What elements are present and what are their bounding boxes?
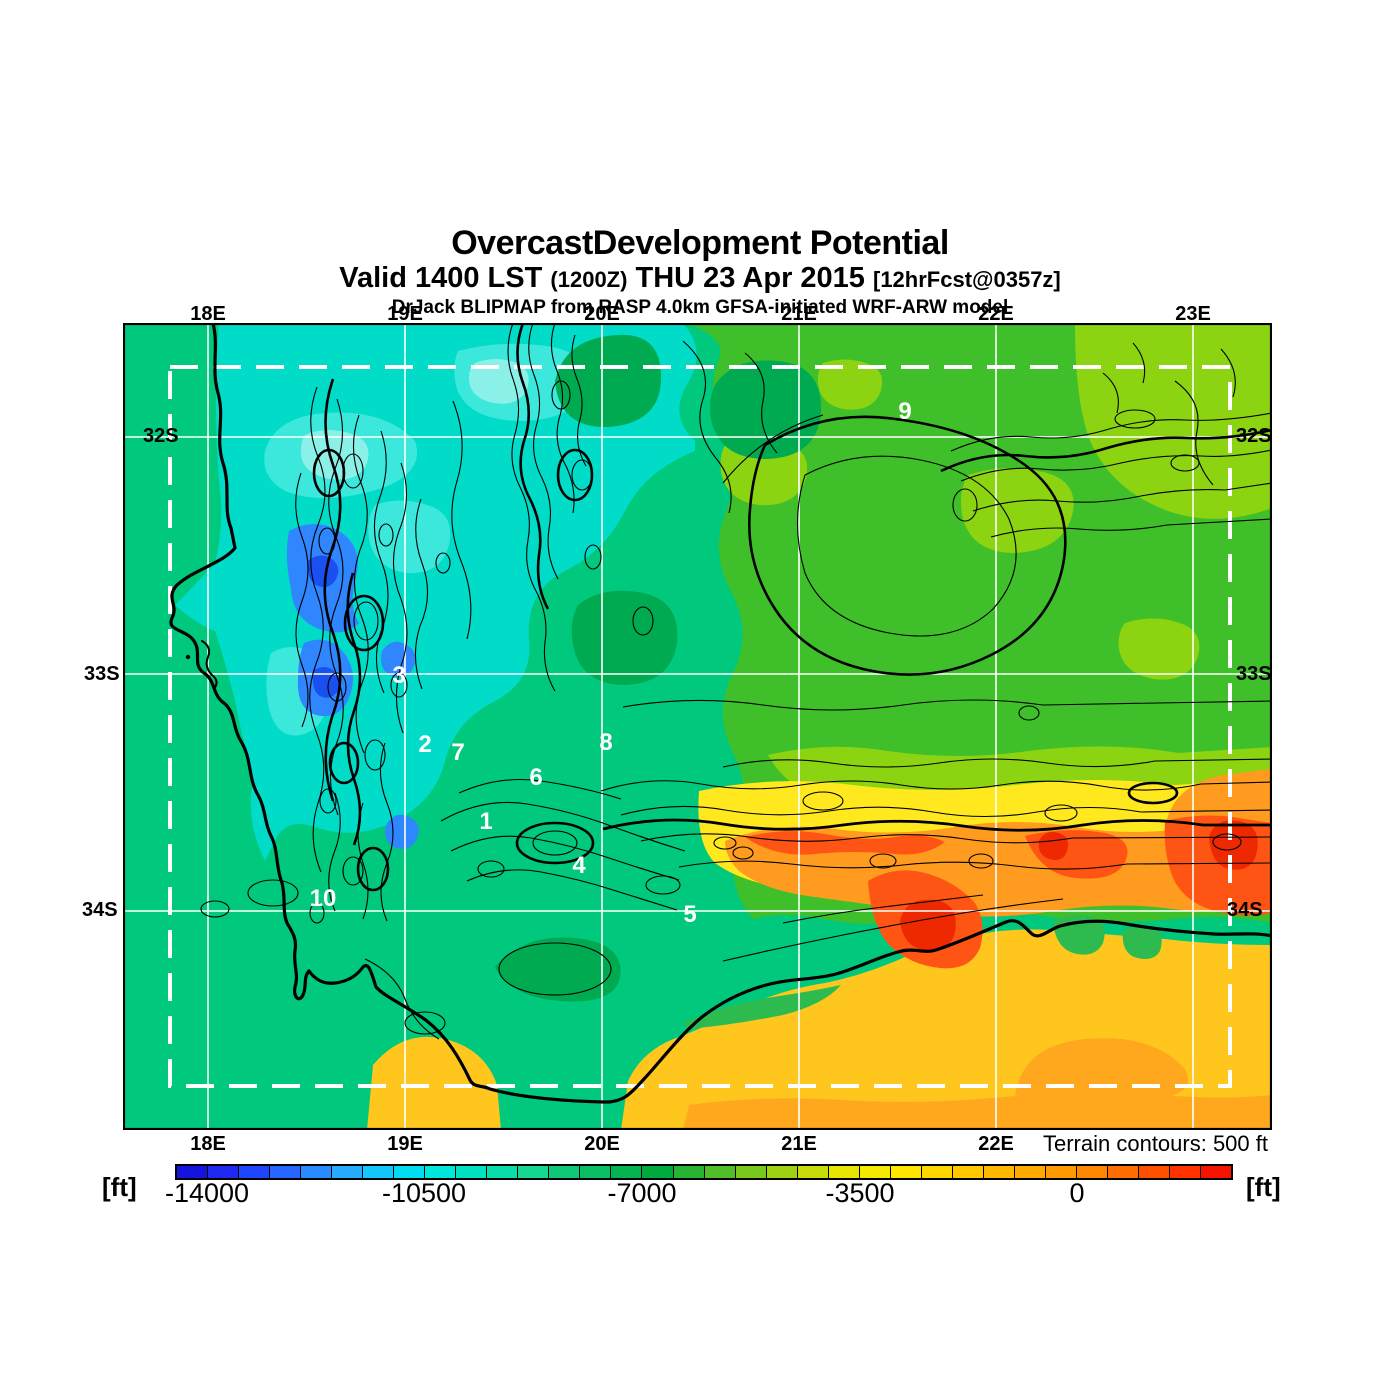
colorbar-cell bbox=[1138, 1166, 1170, 1178]
colorbar-cell bbox=[301, 1166, 333, 1178]
lon-label-top-22e: 22E bbox=[978, 303, 1014, 325]
lon-label-bottom-20e: 20E bbox=[584, 1133, 620, 1155]
map-image bbox=[123, 323, 1272, 1130]
colorbar-cell bbox=[797, 1166, 829, 1178]
title-block: OvercastDevelopment Potential Valid 1400… bbox=[0, 226, 1400, 317]
colorbar-cell bbox=[673, 1166, 705, 1178]
colorbar-tick-4: -3500 bbox=[825, 1178, 895, 1208]
domain-boundary bbox=[168, 365, 1232, 1088]
colorbar-cell bbox=[487, 1166, 519, 1178]
lat-label-right-32s: 32S bbox=[1236, 425, 1272, 447]
lat-label-left-34s: 34S bbox=[82, 899, 118, 921]
colorbar-tick-5: 0 bbox=[1069, 1178, 1085, 1208]
valid-time-utc: (1200Z) bbox=[550, 267, 628, 292]
graticule-lines bbox=[123, 323, 1272, 1130]
lat-label-left-32s: 32S bbox=[143, 425, 179, 447]
valid-time-line: Valid 1400 LST (1200Z) THU 23 Apr 2015 [… bbox=[0, 264, 1400, 293]
colorbar-cell bbox=[1076, 1166, 1108, 1178]
colorbar-cell bbox=[735, 1166, 767, 1178]
colorbar-cell bbox=[363, 1166, 395, 1178]
colorbar-unit-left: [ft] bbox=[102, 1172, 137, 1202]
colorbar-cell bbox=[890, 1166, 922, 1178]
colorbar-unit-right: [ft] bbox=[1246, 1172, 1281, 1202]
page-title: OvercastDevelopment Potential bbox=[451, 224, 949, 262]
lon-label-bottom-18e: 18E bbox=[190, 1133, 226, 1155]
colorbar-cell bbox=[859, 1166, 891, 1178]
colorbar-cell bbox=[611, 1166, 643, 1178]
lon-label-top-23e: 23E bbox=[1175, 303, 1211, 325]
fill-regions bbox=[123, 323, 1272, 1130]
colorbar-tick-3: -7000 bbox=[607, 1178, 677, 1208]
colorbar-cell bbox=[1107, 1166, 1139, 1178]
coastline bbox=[169, 323, 1272, 1104]
colorbar-cell bbox=[270, 1166, 302, 1178]
colorbar-cells bbox=[175, 1164, 1233, 1180]
colorbar-cell bbox=[580, 1166, 612, 1178]
colorbar-tick-1: -14000 bbox=[164, 1178, 250, 1208]
map-frame bbox=[123, 323, 1272, 1130]
colorbar-cell bbox=[456, 1166, 488, 1178]
colorbar-cell bbox=[766, 1166, 798, 1178]
lat-label-right-34s: 34S bbox=[1227, 899, 1263, 921]
lon-label-bottom-21e: 21E bbox=[781, 1133, 817, 1155]
map-plot bbox=[123, 323, 1272, 1130]
colorbar-cell bbox=[921, 1166, 953, 1178]
colorbar-cell bbox=[983, 1166, 1015, 1178]
lat-label-left-33s: 33S bbox=[84, 663, 120, 685]
forecast-cycle: [12hrFcst@0357z] bbox=[873, 267, 1061, 292]
lon-label-top-18e: 18E bbox=[190, 303, 226, 325]
lon-label-bottom-22e: 22E bbox=[978, 1133, 1014, 1155]
contour-lines-thick bbox=[312, 323, 1272, 892]
lon-label-top-21e: 21E bbox=[781, 303, 817, 325]
lon-label-top-19e: 19E bbox=[387, 303, 423, 325]
valid-time: Valid 1400 LST bbox=[339, 262, 543, 294]
model-info: DrJack BLIPMAP from RASP 4.0km GFSA-init… bbox=[391, 297, 1009, 318]
colorbar-cell bbox=[425, 1166, 457, 1178]
colorbar-cell bbox=[828, 1166, 860, 1178]
colorbar-tick-2: -10500 bbox=[381, 1178, 467, 1208]
colorbar-cell bbox=[1045, 1166, 1077, 1178]
colorbar-cell bbox=[642, 1166, 674, 1178]
colorbar-cell bbox=[952, 1166, 984, 1178]
colorbar-cell bbox=[177, 1166, 209, 1178]
colorbar-cell bbox=[332, 1166, 364, 1178]
colorbar-cell bbox=[208, 1166, 240, 1178]
colorbar-cell bbox=[1201, 1166, 1232, 1178]
colorbar-cell bbox=[518, 1166, 550, 1178]
colorbar-cell bbox=[394, 1166, 426, 1178]
terrain-contours-note: Terrain contours: 500 ft bbox=[1042, 1131, 1268, 1156]
lon-label-top-20e: 20E bbox=[584, 303, 620, 325]
colorbar-cell bbox=[704, 1166, 736, 1178]
colorbar-cell bbox=[1170, 1166, 1202, 1178]
lat-label-right-33s: 33S bbox=[1236, 663, 1272, 685]
colorbar-cell bbox=[1014, 1166, 1046, 1178]
lon-label-bottom-19e: 19E bbox=[387, 1133, 423, 1155]
valid-date: THU 23 Apr 2015 bbox=[635, 262, 865, 294]
colorbar-cell bbox=[239, 1166, 271, 1178]
colorbar-cell bbox=[549, 1166, 581, 1178]
